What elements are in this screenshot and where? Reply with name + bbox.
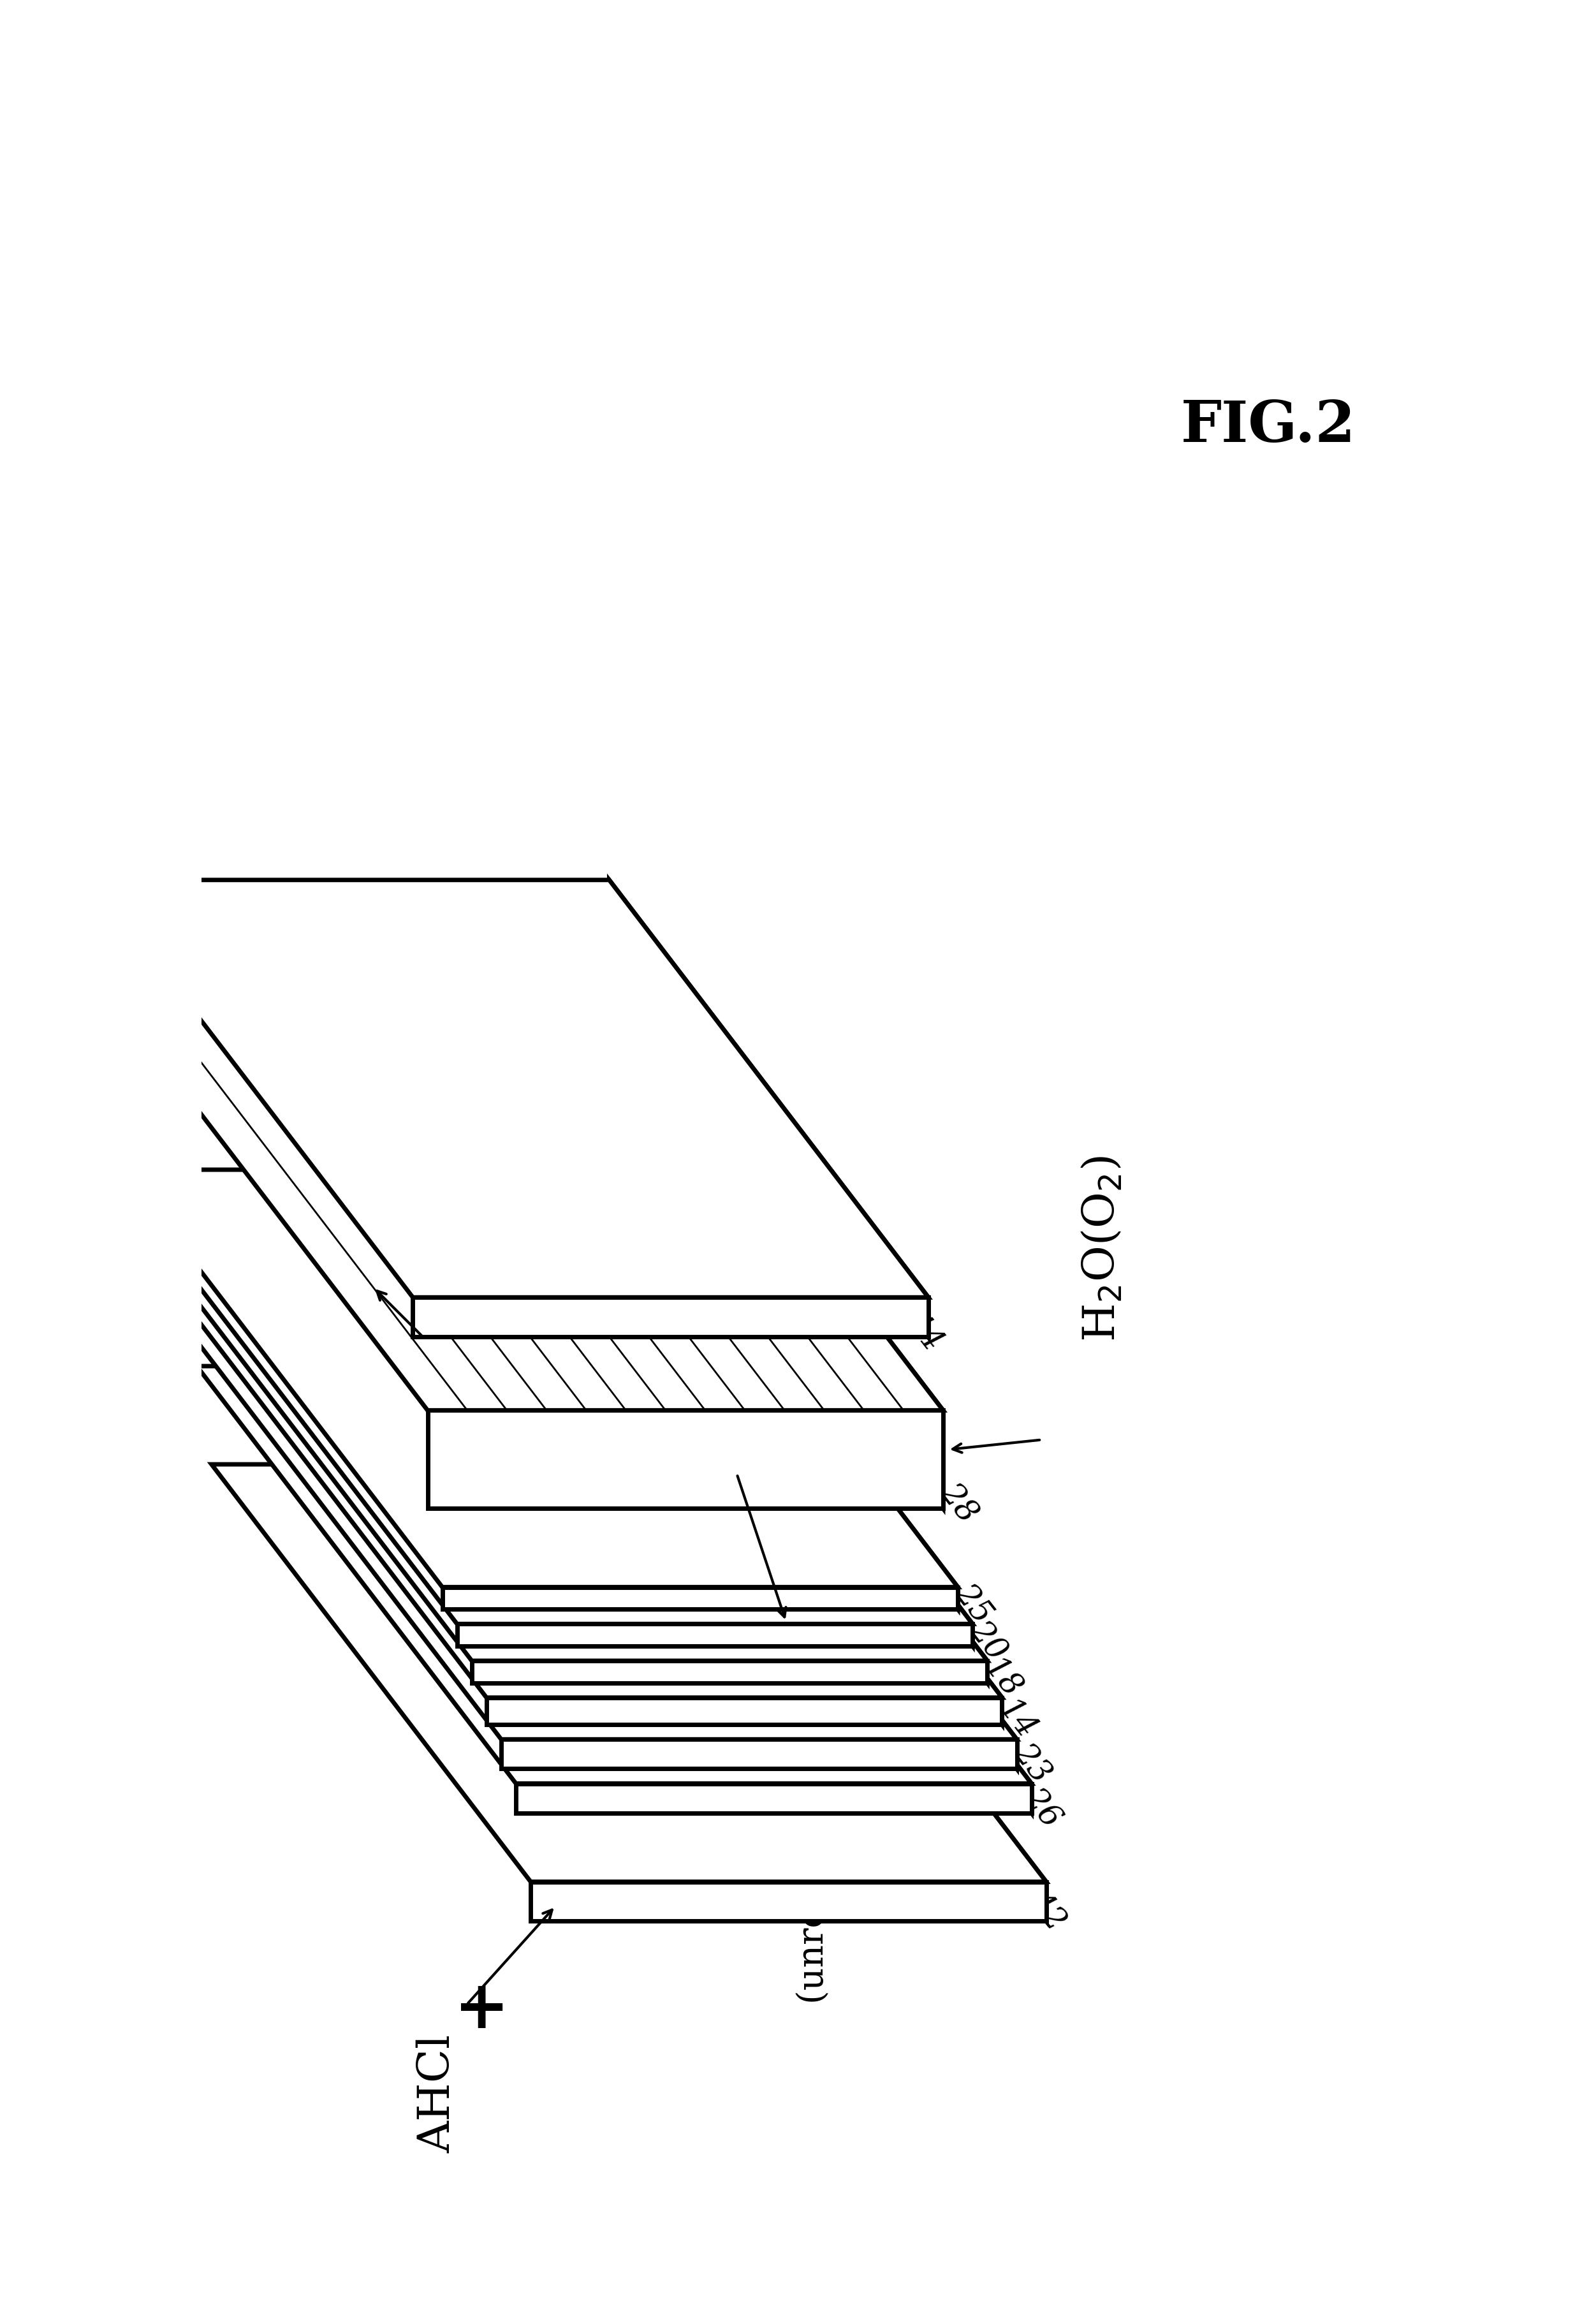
Text: (unreacted)     (dry): (unreacted) (dry) (796, 1650, 831, 2003)
Polygon shape (683, 1281, 1001, 1724)
Text: HCl   +   Cl$_2$: HCl + Cl$_2$ (826, 1645, 865, 1894)
Text: 44: 44 (899, 1306, 949, 1357)
Polygon shape (501, 1738, 1017, 1769)
Polygon shape (93, 881, 929, 1297)
Polygon shape (516, 1783, 1031, 1813)
Polygon shape (138, 1206, 973, 1624)
Polygon shape (471, 1662, 987, 1683)
Polygon shape (698, 1322, 1017, 1769)
Polygon shape (457, 1624, 973, 1645)
Text: DILUTE HCl: DILUTE HCl (266, 985, 305, 1239)
Text: +: + (454, 1978, 509, 2043)
Polygon shape (123, 1169, 957, 1587)
Text: H$_2$(H$_2$O) +: H$_2$(H$_2$O) + (315, 1023, 354, 1239)
Text: 26: 26 (1017, 1783, 1066, 1834)
Text: 25: 25 (948, 1578, 998, 1629)
Polygon shape (530, 1882, 1046, 1922)
Text: AHCl: AHCl (416, 2034, 459, 2152)
Polygon shape (712, 1367, 1031, 1813)
Text: 42: 42 (1022, 1885, 1071, 1936)
Polygon shape (443, 1587, 957, 1608)
Polygon shape (728, 1464, 1046, 1922)
Polygon shape (639, 1169, 957, 1608)
Text: 28: 28 (933, 1478, 982, 1529)
Polygon shape (109, 992, 943, 1411)
Polygon shape (413, 1297, 929, 1336)
Polygon shape (182, 1322, 1017, 1738)
Text: 14: 14 (992, 1694, 1043, 1745)
Polygon shape (487, 1697, 1001, 1724)
Text: 20: 20 (963, 1615, 1012, 1666)
Polygon shape (609, 881, 929, 1336)
Polygon shape (623, 992, 943, 1508)
Polygon shape (152, 1243, 987, 1662)
Polygon shape (427, 1411, 943, 1508)
Text: 23: 23 (1006, 1738, 1057, 1789)
Polygon shape (653, 1206, 973, 1645)
Polygon shape (168, 1281, 1001, 1697)
Polygon shape (196, 1367, 1031, 1783)
Text: H$_2$O(O$_2$): H$_2$O(O$_2$) (1081, 1155, 1125, 1341)
Text: 18: 18 (978, 1652, 1027, 1703)
Text: −: − (483, 1018, 539, 1083)
Text: FIG.2: FIG.2 (1180, 400, 1356, 453)
Polygon shape (668, 1243, 987, 1683)
Polygon shape (212, 1464, 1046, 1882)
